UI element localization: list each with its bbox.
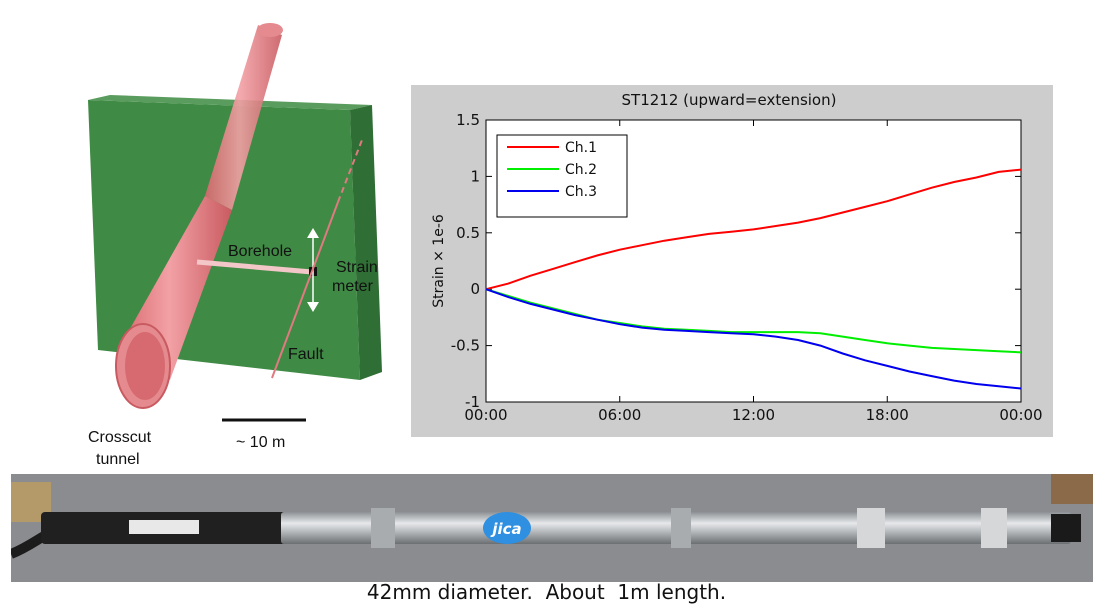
x-tick-label: 12:00: [732, 406, 775, 424]
instrument-collar-1: [371, 508, 395, 548]
crosscut-label-2: tunnel: [96, 451, 140, 468]
tunnel-upper: [205, 25, 282, 210]
strain-meter-label-2: meter: [332, 278, 373, 295]
y-tick-label: 0.5: [456, 224, 480, 242]
strain-arrow-down: [307, 302, 319, 312]
scale-label: ~ 10 m: [236, 434, 286, 451]
instrument-collar-3: [857, 508, 885, 548]
legend-label: Ch.1: [565, 140, 597, 156]
fault-tunnel-diagram: [88, 23, 382, 422]
y-tick-label: -0.5: [451, 337, 480, 355]
legend-label: Ch.3: [565, 184, 597, 200]
chart-legend: Ch.1 Ch.2 Ch.3: [496, 134, 628, 218]
x-tick-label: 00:00: [464, 406, 507, 424]
instrument-collar-2: [671, 508, 691, 548]
series-line-ch3: [485, 288, 1022, 390]
y-tick-label: 1.5: [456, 111, 480, 129]
jica-logo: [483, 512, 531, 544]
legend-box: [496, 134, 628, 218]
fault-label: Fault: [288, 346, 324, 363]
tunnel-top-end: [257, 23, 283, 37]
y-tick-label: -1: [465, 393, 480, 411]
y-tick-label: 0: [470, 280, 480, 298]
x-tick-label: 06:00: [598, 406, 641, 424]
strain-meter-photo: jica: [11, 474, 1093, 582]
x-tick-label: 18:00: [866, 406, 909, 424]
fault-plane-top: [88, 95, 372, 110]
box-corner: [1051, 474, 1093, 504]
borehole-label: Borehole: [228, 243, 293, 260]
tunnel-opening-inner: [125, 332, 165, 400]
instrument-end-cap: [1051, 514, 1081, 542]
photo-caption: 42mm diameter. About 1m length.: [366, 580, 727, 604]
legend-label: Ch.2: [565, 162, 597, 178]
fault-plane-side: [350, 105, 382, 380]
strain-chart-panel: ST1212 (upward=extension) -1 -0.5 0 0.5 1 1.5…: [411, 85, 1053, 437]
jica-logo-text: jica: [490, 520, 521, 538]
y-axis-label: Strain × 1e-6: [431, 214, 447, 308]
series-line-ch2: [485, 288, 1022, 354]
strain-arrow-up: [307, 228, 319, 238]
strain-chart: ST1212 (upward=extension) -1 -0.5 0 0.5 1 1.5…: [431, 91, 1043, 424]
instrument-label-sticker: [129, 520, 199, 534]
chart-title: ST1212 (upward=extension): [622, 91, 837, 109]
crosscut-label-1: Crosscut: [88, 429, 152, 446]
borehole-line: [196, 259, 313, 275]
series-line-ch1: [485, 168, 1022, 291]
x-tick-label: 00:00: [999, 406, 1042, 424]
y-tick-label: 1: [470, 167, 480, 185]
instrument-collar-4: [981, 508, 1007, 548]
strain-meter-label-1: Strain: [336, 259, 378, 276]
fault-line-dashed: [337, 139, 363, 203]
fault-line: [271, 201, 339, 379]
